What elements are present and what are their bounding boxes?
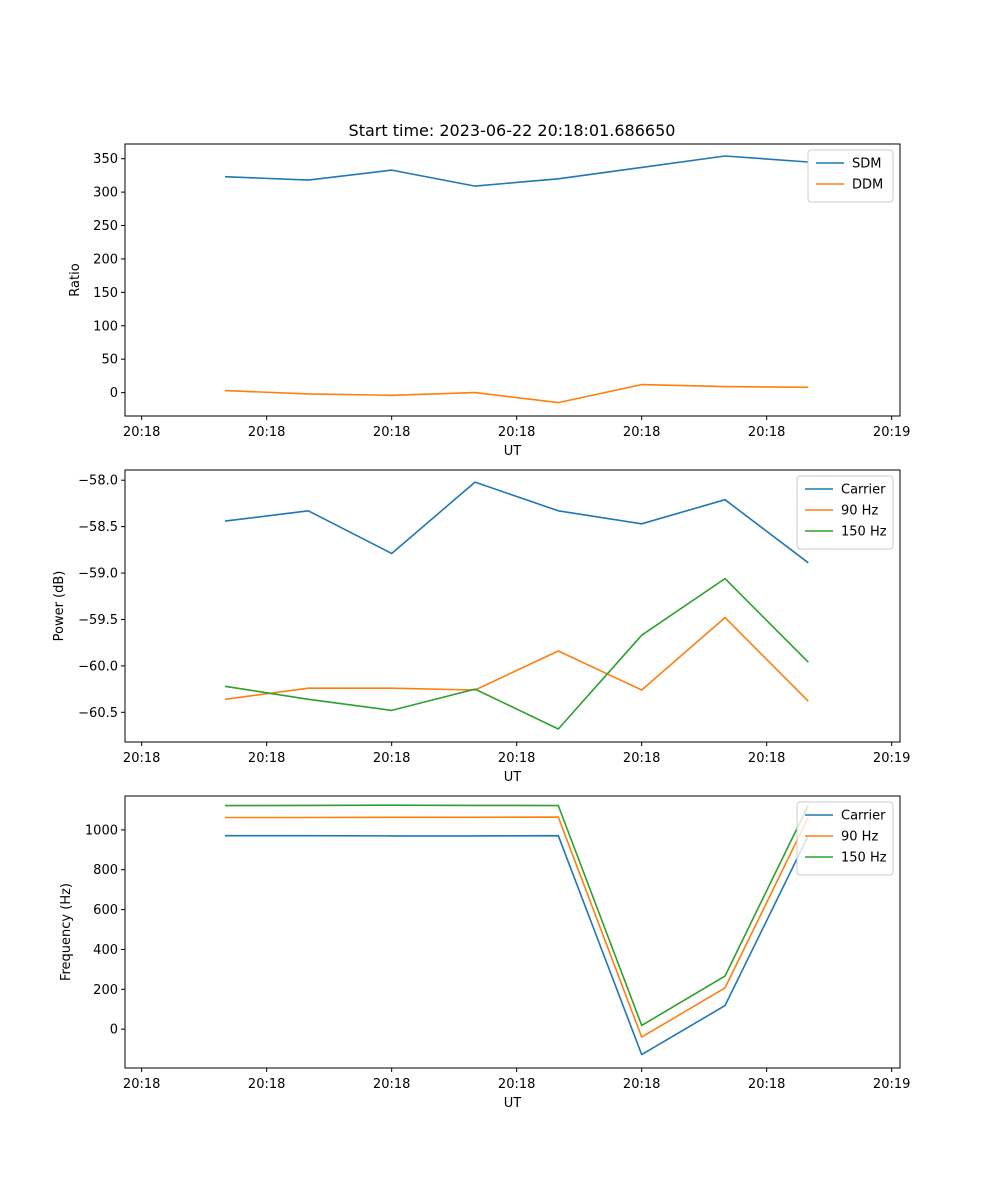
- x-tick-label: 20:18: [623, 1077, 660, 1092]
- x-tick-label: 20:19: [873, 751, 910, 766]
- y-tick-label: 200: [93, 252, 118, 267]
- legend: Carrier 90 Hz 150 Hz: [796, 801, 894, 876]
- y-tick-label: 350: [93, 152, 118, 167]
- panel-1: 0 50 100 150 200 250 300 350 20:18 20:18 20:18 20:1…: [68, 143, 910, 459]
- y-tick-label: 0: [110, 1023, 118, 1038]
- series-line-2-3: [224, 577, 809, 730]
- legend-label: 150 Hz: [841, 851, 887, 866]
- chart-title: Start time: 2023-06-22 20:18:01.686650: [349, 121, 676, 140]
- axes-frame: [124, 143, 901, 417]
- x-tick-label: 20:18: [123, 425, 160, 440]
- y-axis-label: Power (dB): [52, 571, 67, 642]
- y-tick-label: 150: [93, 286, 118, 301]
- x-axis-label: UT: [504, 1096, 522, 1111]
- x-tick-label: 20:18: [498, 425, 535, 440]
- y-tick-label: −59.5: [78, 613, 118, 628]
- x-tick-label: 20:19: [873, 425, 910, 440]
- chart-panels: 0 50 100 150 200 250 300 350 20:18 20:18 20:18 20:1…: [52, 143, 910, 1111]
- series-line-1-1: [224, 155, 809, 187]
- legend: Carrier 90 Hz 150 Hz: [796, 475, 894, 550]
- y-tick-label: 50: [101, 353, 118, 368]
- x-tick-label: 20:18: [373, 425, 410, 440]
- y-axis-label: Frequency (Hz): [59, 883, 74, 981]
- legend-label: Carrier: [841, 809, 886, 824]
- x-tick-label: 20:18: [123, 751, 160, 766]
- y-tick-label: −58.0: [78, 474, 118, 489]
- series-line-3-2: [225, 816, 810, 1038]
- x-tick-label: 20:19: [873, 1077, 910, 1092]
- x-tick-label: 20:18: [248, 1077, 285, 1092]
- x-tick-label: 20:18: [498, 1077, 535, 1092]
- x-axis-label: UT: [504, 444, 522, 459]
- x-axis-label: UT: [504, 770, 522, 785]
- x-tick-label: 20:18: [748, 425, 785, 440]
- y-tick-label: −60.5: [78, 706, 118, 721]
- series-line-3-3: [224, 804, 810, 1027]
- axes-frame: [124, 795, 901, 1069]
- legend-label: 90 Hz: [841, 504, 878, 519]
- x-tick-label: 20:18: [248, 751, 285, 766]
- panel-2: −58.0 −58.5 −59.0 −59.5 −60.0 −60.5 20:18 20:18…: [52, 469, 910, 785]
- y-tick-label: 600: [93, 903, 118, 918]
- legend-label: 150 Hz: [841, 525, 887, 540]
- x-tick-label: 20:18: [373, 1077, 410, 1092]
- x-tick-label: 20:18: [623, 751, 660, 766]
- x-tick-label: 20:18: [623, 425, 660, 440]
- axes-frame: [124, 469, 901, 743]
- series-line-1-2: [224, 383, 809, 404]
- x-tick-label: 20:18: [248, 425, 285, 440]
- y-tick-label: 250: [93, 219, 118, 234]
- y-tick-label: 1000: [85, 823, 118, 838]
- legend-label: DDM: [852, 178, 883, 193]
- y-axis-label: Ratio: [68, 263, 83, 296]
- x-tick-label: 20:18: [748, 751, 785, 766]
- y-tick-label: −60.0: [78, 659, 118, 674]
- y-tick-label: 400: [93, 943, 118, 958]
- y-tick-label: −58.5: [78, 520, 118, 535]
- x-tick-label: 20:18: [373, 751, 410, 766]
- series-line-3-1: [225, 834, 810, 1056]
- x-tick-label: 20:18: [748, 1077, 785, 1092]
- series-line-2-2: [224, 616, 809, 702]
- y-tick-label: 0: [110, 386, 118, 401]
- panel-3: 0 200 400 600 800 1000 20:18 20:18 20:18 20:18 20:…: [59, 795, 910, 1111]
- y-tick-label: 300: [93, 186, 118, 201]
- x-tick-label: 20:18: [498, 751, 535, 766]
- series-line-2-1: [224, 481, 809, 564]
- y-tick-label: 100: [93, 319, 118, 334]
- legend: SDM DDM: [807, 149, 894, 203]
- y-tick-label: −59.0: [78, 567, 118, 582]
- legend-label: Carrier: [841, 483, 886, 498]
- legend-label: SDM: [852, 157, 881, 172]
- y-tick-label: 800: [93, 863, 118, 878]
- x-tick-label: 20:18: [123, 1077, 160, 1092]
- y-tick-label: 200: [93, 983, 118, 998]
- legend-label: 90 Hz: [841, 830, 878, 845]
